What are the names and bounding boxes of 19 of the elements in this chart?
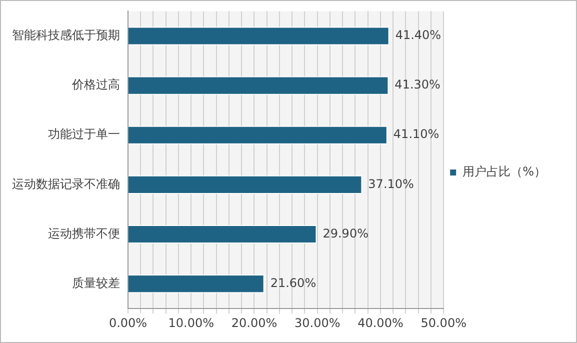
data-label: 41.40% — [395, 28, 442, 42]
y-tick-label: 功能过于单一 — [48, 127, 120, 142]
y-tick-label: 价格过高 — [71, 78, 120, 92]
data-label: 41.10% — [393, 127, 440, 142]
x-tick-label: 20.00% — [231, 316, 278, 330]
data-label: 41.30% — [394, 78, 440, 92]
data-label: 21.60% — [270, 276, 316, 290]
x-tick-label: 30.00% — [294, 316, 340, 330]
y-tick-label: 运动携带不便 — [48, 226, 120, 240]
y-tick-label: 运动数据记录不准确 — [12, 176, 120, 191]
x-tick-label: 10.00% — [168, 316, 214, 330]
y-tick-label: 质量较差 — [72, 276, 120, 290]
x-tick-label: 0.00% — [108, 316, 148, 330]
x-tick-label: 50.00% — [420, 316, 466, 330]
y-tick-label: 智能科技感低于预期 — [12, 28, 120, 42]
legend-label: 用户占比（%） — [462, 164, 546, 179]
x-tick-label: 40.00% — [358, 316, 404, 330]
data-label: 29.90% — [322, 226, 368, 240]
data-label: 37.10% — [368, 176, 414, 191]
